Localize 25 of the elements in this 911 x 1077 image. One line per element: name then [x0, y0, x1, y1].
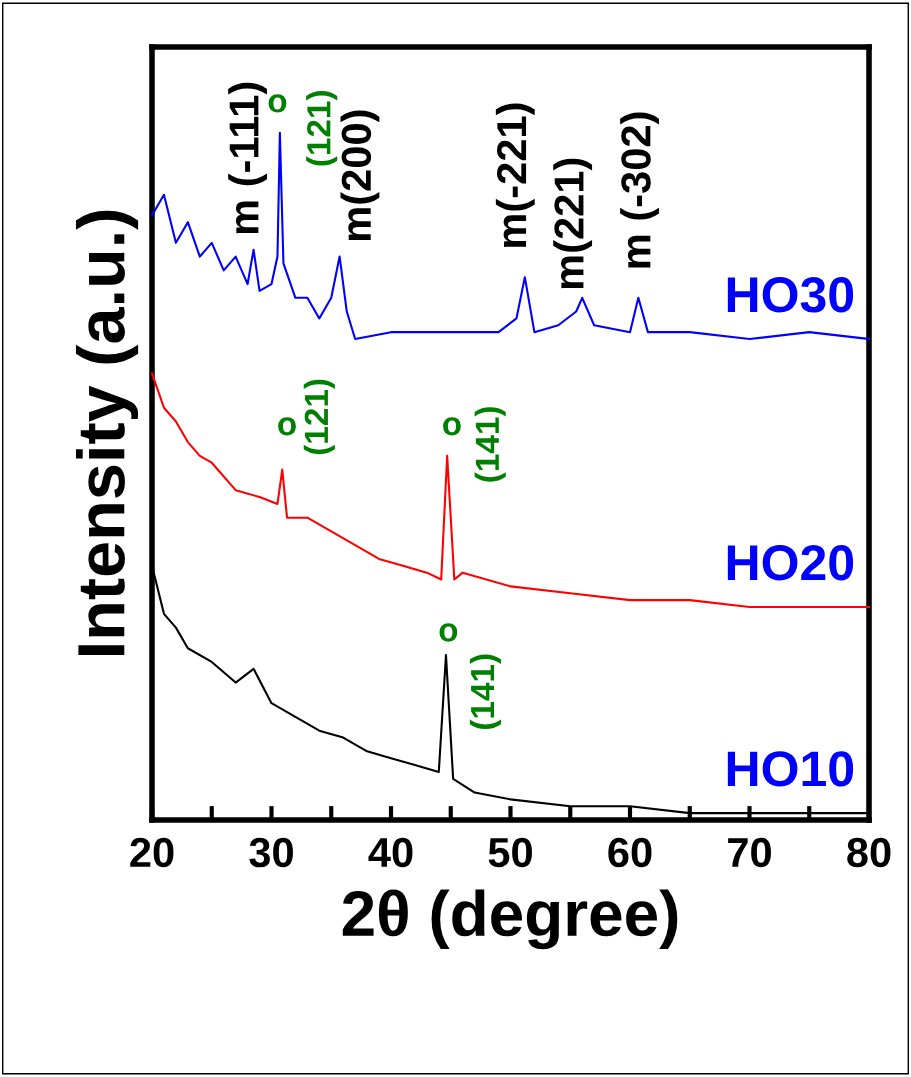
x-tick-label: 50 [488, 837, 532, 868]
x-axis-title: 2θ (degree) [342, 889, 678, 950]
x-tick-label: 20 [130, 837, 174, 868]
annotation: o [439, 623, 458, 642]
annotation: m(221) [553, 158, 593, 289]
annotation: o [443, 417, 461, 436]
x-tick-label: 40 [368, 837, 413, 868]
x-tick-label: 60 [608, 837, 652, 868]
annotation: (141) [474, 407, 506, 482]
series-label: HO30 [727, 277, 854, 313]
annotation: m(200) [340, 110, 380, 241]
annotation: o [278, 417, 296, 436]
x-tick-label: 80 [847, 837, 891, 868]
y-axis-title: Intensity (a.u.) [75, 210, 139, 655]
annotation: m (-302) [620, 112, 659, 268]
annotation: m (-111) [228, 82, 268, 234]
annotation: m(-221) [495, 103, 535, 247]
annotation: (121) [303, 379, 335, 455]
annotation: (121) [306, 91, 338, 166]
text: o [268, 94, 287, 113]
series-label: HO10 [727, 751, 854, 787]
series-label: HO20 [727, 545, 854, 581]
annotation: (141) [469, 654, 501, 730]
x-tick-label: 70 [728, 837, 771, 868]
x-tick-label: 30 [249, 837, 293, 868]
